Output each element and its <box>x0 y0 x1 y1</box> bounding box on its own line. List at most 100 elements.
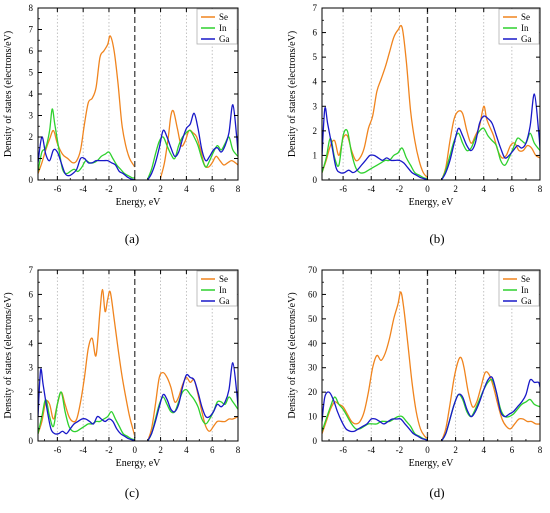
y-tick-label: 10 <box>308 412 318 422</box>
y-axis-label: Density of states (electrons/eV) <box>3 292 14 418</box>
y-tick-label: 2 <box>29 132 34 142</box>
dos-panel-c: -6 -4 -2 0 2 4 6 8 0 1 2 3 4 5 6 7 Energy, eV Density of … <box>3 265 241 500</box>
series-line-se <box>440 356 540 441</box>
y-tick-label: 4 <box>29 89 34 99</box>
y-tick-label: 6 <box>29 289 34 299</box>
series-line-ga <box>440 376 540 441</box>
series-line-in <box>38 108 135 179</box>
dos-panel-a: -6 -4 -2 0 2 4 6 8 0 1 2 3 4 5 6 7 8 Energy, eV Density of… <box>3 3 241 246</box>
y-tick-label: 3 <box>29 111 34 121</box>
x-tick-label: 0 <box>425 184 430 194</box>
y-tick-label: 30 <box>308 363 318 373</box>
y-tick-label: 70 <box>308 265 318 275</box>
legend-label-ga: Ga <box>521 34 532 44</box>
x-tick-label: 4 <box>481 445 486 455</box>
y-tick-label: 3 <box>313 101 318 111</box>
y-tick-label: 6 <box>29 46 34 56</box>
x-tick-label: -4 <box>367 184 375 194</box>
legend-label-ga: Ga <box>219 34 230 44</box>
y-tick-label: 20 <box>308 387 318 397</box>
y-axis-label: Density of states (electrons/eV) <box>287 292 298 418</box>
legend-box <box>196 8 238 45</box>
panel-label: (b) <box>429 231 444 246</box>
x-tick-label: -2 <box>396 445 404 455</box>
x-tick-label: 0 <box>425 445 430 455</box>
x-tick-label: 8 <box>538 184 543 194</box>
legend-box <box>196 270 238 307</box>
series-line-ga <box>38 136 135 180</box>
x-tick-label: 0 <box>133 184 138 194</box>
y-tick-label: 0 <box>29 175 34 185</box>
y-tick-label: 3 <box>29 363 34 373</box>
legend-box <box>498 8 540 45</box>
y-tick-label: 1 <box>29 154 34 164</box>
y-tick-label: 2 <box>29 387 34 397</box>
series-line-ga <box>38 368 136 441</box>
y-tick-label: 4 <box>313 77 318 87</box>
y-tick-label: 2 <box>313 126 318 136</box>
legend-label-in: In <box>521 23 529 33</box>
x-tick-label: -4 <box>79 445 87 455</box>
y-axis-label: Density of states (electrons/eV) <box>287 31 298 157</box>
y-tick-label: 4 <box>29 338 34 348</box>
x-tick-label: 2 <box>158 445 163 455</box>
legend-label-se: Se <box>219 274 228 284</box>
series-line-ga <box>147 362 238 441</box>
series-line-ga <box>440 93 540 180</box>
legend-label-in: In <box>219 285 227 295</box>
x-tick-label: 2 <box>453 445 458 455</box>
x-tick-label: -6 <box>54 445 62 455</box>
x-tick-label: 6 <box>510 184 515 194</box>
x-tick-label: -4 <box>79 184 87 194</box>
x-tick-label: -2 <box>105 184 113 194</box>
y-tick-label: 0 <box>313 436 318 446</box>
y-tick-label: 7 <box>29 265 34 275</box>
dos-panel-b: -6 -4 -2 0 2 4 6 8 0 1 2 3 4 5 6 7 Energy, eV Density of … <box>287 3 543 246</box>
x-tick-label: 2 <box>158 184 163 194</box>
series-line-se <box>38 35 136 174</box>
panel-label: (c) <box>125 485 139 500</box>
x-tick-label: -2 <box>396 184 404 194</box>
y-tick-label: 5 <box>313 52 318 62</box>
series-line-ga <box>322 106 428 180</box>
x-axis-label: Energy, eV <box>116 458 161 469</box>
series-line-se <box>38 288 136 437</box>
x-axis-label: Energy, eV <box>409 197 454 208</box>
x-tick-label: -6 <box>54 184 62 194</box>
series-line-se <box>322 24 428 178</box>
x-tick-label: -4 <box>367 445 375 455</box>
legend-label-in: In <box>521 285 529 295</box>
x-tick-label: 4 <box>481 184 486 194</box>
y-tick-label: 60 <box>308 289 318 299</box>
y-tick-label: 50 <box>308 314 318 324</box>
panel-label: (d) <box>429 485 444 500</box>
legend-label-se: Se <box>219 12 228 22</box>
y-tick-label: 7 <box>313 3 318 13</box>
x-tick-label: 6 <box>510 445 515 455</box>
x-tick-label: 4 <box>184 445 189 455</box>
legend-label-in: In <box>219 23 227 33</box>
y-tick-label: 0 <box>29 436 34 446</box>
x-tick-label: 8 <box>236 445 241 455</box>
x-axis-label: Energy, eV <box>409 458 454 469</box>
panel-label: (a) <box>125 231 139 246</box>
series-line-in <box>147 388 238 441</box>
legend-label-se: Se <box>521 274 530 284</box>
y-tick-label: 1 <box>313 150 318 160</box>
x-tick-label: -6 <box>339 184 347 194</box>
x-tick-label: 6 <box>210 184 215 194</box>
dos-panel-d: -6 -4 -2 0 2 4 6 8 0 10 20 30 40 50 60 70 Energy, eV Dens… <box>287 265 543 500</box>
x-tick-label: -2 <box>105 445 113 455</box>
y-tick-label: 6 <box>313 28 318 38</box>
x-tick-label: 6 <box>210 445 215 455</box>
y-tick-label: 7 <box>29 25 34 35</box>
y-tick-label: 5 <box>29 68 34 78</box>
x-tick-label: 4 <box>184 184 189 194</box>
series-line-se <box>147 371 238 441</box>
legend-label-ga: Ga <box>521 296 532 306</box>
series-line-ga <box>147 104 238 180</box>
x-tick-label: 8 <box>236 184 241 194</box>
